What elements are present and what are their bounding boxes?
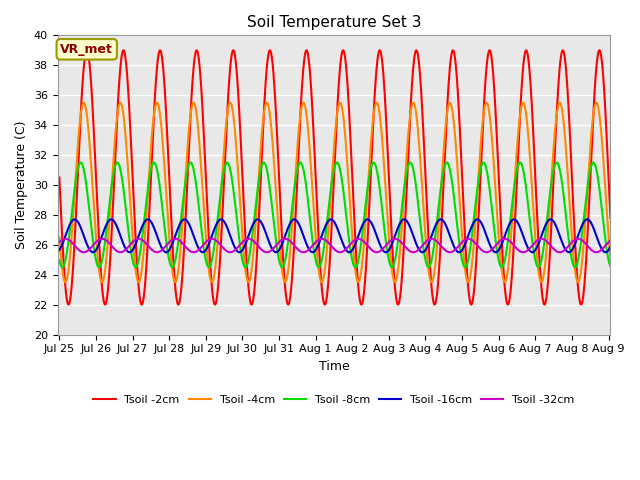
X-axis label: Time: Time (319, 360, 349, 373)
Text: VR_met: VR_met (60, 43, 113, 56)
Y-axis label: Soil Temperature (C): Soil Temperature (C) (15, 120, 28, 249)
Title: Soil Temperature Set 3: Soil Temperature Set 3 (246, 15, 421, 30)
Legend: Tsoil -2cm, Tsoil -4cm, Tsoil -8cm, Tsoil -16cm, Tsoil -32cm: Tsoil -2cm, Tsoil -4cm, Tsoil -8cm, Tsoi… (89, 391, 579, 410)
